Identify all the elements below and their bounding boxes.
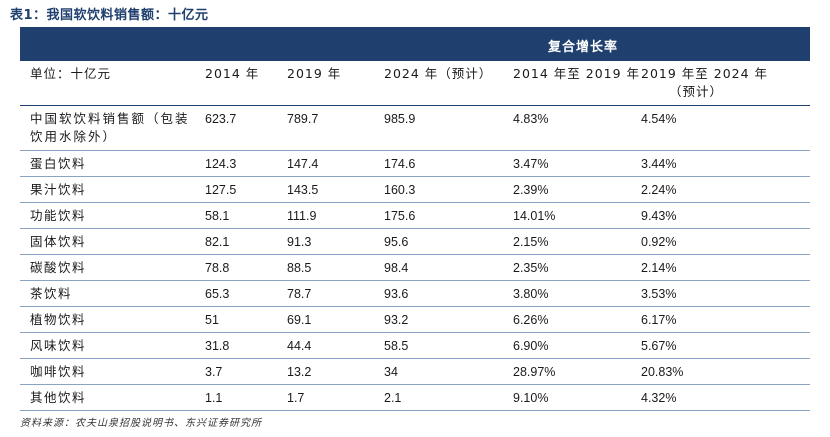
cell-2024: 95.6 xyxy=(384,235,409,249)
row-name: 其他饮料 xyxy=(30,390,87,405)
cell-2014: 31.8 xyxy=(205,339,230,353)
row-name: 茶饮料 xyxy=(30,286,73,301)
cell-cagr-2014-2019: 2.35% xyxy=(513,261,549,275)
cell-2014: 3.7 xyxy=(205,365,223,379)
cell-2024: 160.3 xyxy=(384,183,416,197)
row-name: 风味饮料 xyxy=(30,338,87,353)
row-name: 蛋白饮料 xyxy=(30,156,87,171)
row-name: 功能饮料 xyxy=(30,208,87,223)
cell-2019: 91.3 xyxy=(287,235,312,249)
cell-cagr-2019-2024: 3.44% xyxy=(641,157,677,171)
cell-2014: 82.1 xyxy=(205,235,230,249)
header-band: 复合增长率 xyxy=(20,27,810,61)
cell-2024: 93.2 xyxy=(384,313,409,327)
cell-2024: 34 xyxy=(384,365,398,379)
column-header-row: 单位：十亿元 2014 年 2019 年 2024 年（预计） 2014 年至 … xyxy=(20,61,810,106)
header-unit: 单位：十亿元 xyxy=(30,66,112,81)
cell-cagr-2014-2019: 14.01% xyxy=(513,209,556,223)
cell-cagr-2014-2019: 3.80% xyxy=(513,287,549,301)
cell-2014: 623.7 xyxy=(205,112,237,126)
table-row: 蛋白饮料 124.3 147.4 174.6 3.47% 3.44% xyxy=(20,151,810,177)
cell-cagr-2014-2019: 2.15% xyxy=(513,235,549,249)
cell-cagr-2019-2024: 2.14% xyxy=(641,261,677,275)
cell-2014: 58.1 xyxy=(205,209,230,223)
cell-2014: 124.3 xyxy=(205,157,237,171)
cell-2024: 2.1 xyxy=(384,391,402,405)
cell-cagr-2019-2024: 4.54% xyxy=(641,112,677,126)
cell-cagr-2019-2024: 3.53% xyxy=(641,287,677,301)
cell-cagr-2014-2019: 4.83% xyxy=(513,112,549,126)
cell-2019: 147.4 xyxy=(287,157,319,171)
cell-2019: 44.4 xyxy=(287,339,312,353)
cell-cagr-2014-2019: 3.47% xyxy=(513,157,549,171)
cell-cagr-2019-2024: 20.83% xyxy=(641,365,684,379)
cell-2014: 78.8 xyxy=(205,261,230,275)
cell-cagr-2019-2024: 4.32% xyxy=(641,391,677,405)
cell-2014: 51 xyxy=(205,313,219,327)
table-row: 碳酸饮料 78.8 88.5 98.4 2.35% 2.14% xyxy=(20,255,810,281)
cell-2024: 174.6 xyxy=(384,157,416,171)
cell-cagr-2019-2024: 5.67% xyxy=(641,339,677,353)
cell-cagr-2014-2019: 9.10% xyxy=(513,391,549,405)
row-name: 固体饮料 xyxy=(30,234,87,249)
cell-2019: 78.7 xyxy=(287,287,312,301)
sales-table: 复合增长率 单位：十亿元 2014 年 2019 年 2024 年（预计） 20… xyxy=(20,27,810,411)
header-2019: 2019 年 xyxy=(287,66,342,81)
cell-cagr-2014-2019: 28.97% xyxy=(513,365,556,379)
row-name: 植物饮料 xyxy=(30,312,87,327)
cell-2019: 13.2 xyxy=(287,365,312,379)
cell-2019: 88.5 xyxy=(287,261,312,275)
header-cagr-2019-2024: 2019 年至 2024 年 （预计） xyxy=(641,65,768,101)
cell-2024: 175.6 xyxy=(384,209,416,223)
row-name: 碳酸饮料 xyxy=(30,260,87,275)
cell-cagr-2019-2024: 0.92% xyxy=(641,235,677,249)
table-row: 果汁饮料 127.5 143.5 160.3 2.39% 2.24% xyxy=(20,177,810,203)
cell-2024: 985.9 xyxy=(384,112,416,126)
header-cagr-2014-2019: 2014 年至 2019 年 xyxy=(513,66,641,81)
table-row: 植物饮料 51 69.1 93.2 6.26% 6.17% xyxy=(20,307,810,333)
table-row: 茶饮料 65.3 78.7 93.6 3.80% 3.53% xyxy=(20,281,810,307)
row-name: 咖啡饮料 xyxy=(30,364,87,379)
cell-2019: 69.1 xyxy=(287,313,312,327)
table-row: 咖啡饮料 3.7 13.2 34 28.97% 20.83% xyxy=(20,359,810,385)
cell-2024: 58.5 xyxy=(384,339,409,353)
cell-2019: 143.5 xyxy=(287,183,319,197)
header-2014: 2014 年 xyxy=(205,66,260,81)
cell-2014: 65.3 xyxy=(205,287,230,301)
table-body: 中国软饮料销售额（包装饮用水除外） 623.7 789.7 985.9 4.83% 4.5… xyxy=(20,106,810,411)
cagr-group-label: 复合增长率 xyxy=(548,40,619,55)
table-row: 固体饮料 82.1 91.3 95.6 2.15% 0.92% xyxy=(20,229,810,255)
row-name: 果汁饮料 xyxy=(30,182,87,197)
cell-cagr-2014-2019: 6.26% xyxy=(513,313,549,327)
cell-2024: 98.4 xyxy=(384,261,409,275)
cell-2014: 1.1 xyxy=(205,391,223,405)
cell-cagr-2019-2024: 9.43% xyxy=(641,209,677,223)
cell-2014: 127.5 xyxy=(205,183,237,197)
table-row: 中国软饮料销售额（包装饮用水除外） 623.7 789.7 985.9 4.83% 4.5… xyxy=(20,106,810,151)
cell-cagr-2019-2024: 6.17% xyxy=(641,313,677,327)
header-cagr-2019-2024-line1: 2019 年至 2024 年 xyxy=(641,66,769,81)
cell-2019: 789.7 xyxy=(287,112,319,126)
cell-2024: 93.6 xyxy=(384,287,409,301)
header-2024: 2024 年（预计） xyxy=(384,66,493,81)
cell-cagr-2014-2019: 6.90% xyxy=(513,339,549,353)
cell-cagr-2014-2019: 2.39% xyxy=(513,183,549,197)
table-row: 风味饮料 31.8 44.4 58.5 6.90% 5.67% xyxy=(20,333,810,359)
cell-2019: 1.7 xyxy=(287,391,305,405)
table-row: 其他饮料 1.1 1.7 2.1 9.10% 4.32% xyxy=(20,385,810,411)
table-title: 表1：我国软饮料销售额：十亿元 xyxy=(10,8,209,23)
table-row: 功能饮料 58.1 111.9 175.6 14.01% 9.43% xyxy=(20,203,810,229)
cell-2019: 111.9 xyxy=(287,209,317,223)
row-name: 中国软饮料销售额（包装饮用水除外） xyxy=(30,111,190,144)
source-note: 资料来源：农夫山泉招股说明书、东兴证券研究所 xyxy=(20,418,262,429)
header-cagr-2019-2024-line2: （预计） xyxy=(668,84,723,99)
cell-cagr-2019-2024: 2.24% xyxy=(641,183,677,197)
